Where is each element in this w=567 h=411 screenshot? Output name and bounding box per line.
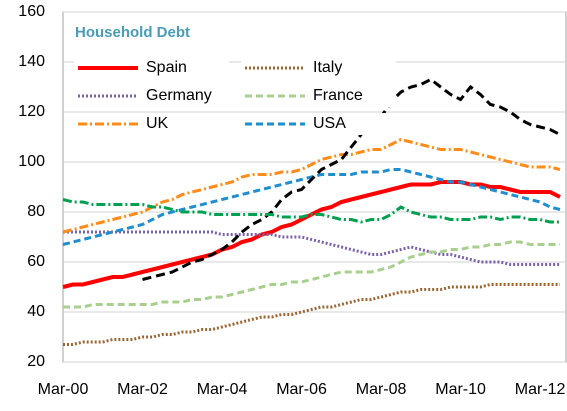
x-tick-label: Mar-10 bbox=[435, 381, 486, 398]
legend-label: Spain bbox=[146, 59, 187, 76]
data-line bbox=[62, 180, 561, 289]
legend-bg bbox=[241, 113, 396, 135]
x-tick-label: Mar-00 bbox=[38, 381, 89, 398]
y-tick-label: 100 bbox=[18, 153, 45, 170]
legend-label: UK bbox=[146, 115, 169, 132]
x-tick-label: Mar-08 bbox=[356, 381, 407, 398]
legend-bg bbox=[241, 57, 396, 79]
data-line bbox=[62, 198, 560, 224]
legend-label: USA bbox=[313, 115, 346, 132]
legend-label: Germany bbox=[146, 87, 212, 104]
data-line bbox=[62, 137, 561, 234]
y-tick-label: 140 bbox=[18, 53, 45, 70]
y-tick-label: 20 bbox=[27, 353, 45, 370]
data-line bbox=[63, 283, 560, 346]
data-line bbox=[142, 77, 561, 281]
data-line bbox=[62, 168, 561, 246]
y-tick-label: 80 bbox=[27, 203, 45, 220]
data-line bbox=[63, 240, 560, 309]
x-tick-label: Mar-06 bbox=[276, 381, 327, 398]
legend-bg bbox=[74, 85, 229, 107]
data-line bbox=[63, 230, 560, 266]
legend-label: Italy bbox=[313, 59, 342, 76]
x-tick-label: Mar-02 bbox=[117, 381, 168, 398]
y-tick-label: 120 bbox=[18, 103, 45, 120]
y-tick-label: 60 bbox=[27, 253, 45, 270]
legend-label: France bbox=[313, 87, 363, 104]
chart-title: Household Debt bbox=[75, 24, 190, 41]
legend-bg bbox=[241, 85, 396, 107]
legend-bg bbox=[74, 57, 229, 79]
y-tick-label: 40 bbox=[27, 303, 45, 320]
legend-bg bbox=[74, 113, 229, 135]
x-tick-label: Mar-04 bbox=[197, 381, 248, 398]
y-tick-label: 160 bbox=[18, 3, 45, 20]
x-tick-label: Mar-12 bbox=[515, 381, 566, 398]
